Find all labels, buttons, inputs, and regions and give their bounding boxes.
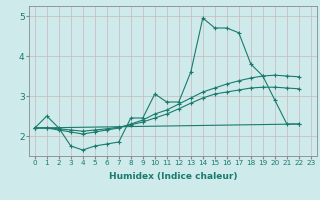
X-axis label: Humidex (Indice chaleur): Humidex (Indice chaleur) — [108, 172, 237, 181]
